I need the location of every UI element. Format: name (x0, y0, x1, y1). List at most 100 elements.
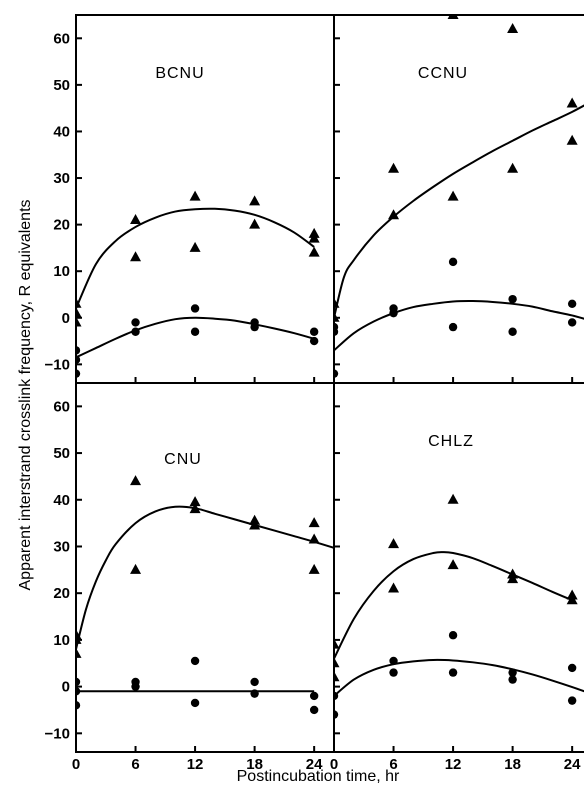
triangle-marker (308, 563, 320, 574)
triangle-marker (308, 232, 320, 243)
circle-marker (131, 327, 140, 336)
x-tick-label: 24 (564, 756, 581, 773)
circle-marker (508, 675, 517, 684)
circle-marker (334, 710, 339, 719)
circle-marker (448, 668, 458, 677)
y-tick-label: 50 (53, 77, 70, 94)
circle-marker (334, 691, 339, 701)
circle-marker (76, 701, 81, 710)
circle-marker (76, 687, 81, 696)
x-tick-label: 0 (330, 756, 338, 773)
circle-marker (508, 327, 517, 336)
panel-title: CNU (164, 451, 202, 468)
circle-marker (508, 668, 517, 677)
triangle-marker (308, 517, 320, 528)
triangle-marker (447, 559, 459, 570)
triangle-marker (249, 195, 261, 206)
x-axis-title: Postincubation time, hr (237, 768, 400, 785)
triangle-marker (334, 297, 340, 308)
circle-marker (309, 705, 319, 715)
triangle-marker (189, 496, 201, 507)
circle-marker (508, 294, 517, 304)
x-tick-label: 0 (72, 756, 80, 773)
circle-marker (76, 369, 81, 378)
panel-frame (333, 382, 584, 753)
circle-marker (250, 322, 259, 332)
triangle-marker (388, 538, 400, 549)
triangle-marker (334, 671, 340, 682)
triangle-fit-line (334, 104, 584, 319)
circle-marker (334, 369, 339, 378)
circle-marker (76, 677, 81, 687)
circle-marker (567, 318, 577, 327)
triangle-marker (249, 519, 261, 530)
triangle-marker (566, 594, 578, 605)
circle-marker (250, 689, 259, 698)
circle-marker (309, 336, 319, 346)
circle-marker (448, 322, 458, 332)
y-tick-label: 30 (53, 538, 70, 555)
triangle-fit-line (76, 505, 334, 650)
triangle-marker (447, 190, 459, 201)
circle-marker (76, 355, 81, 364)
circle-marker (190, 327, 200, 336)
y-tick-label: −10 (45, 725, 70, 742)
panel-title: BCNU (155, 65, 204, 82)
triangle-marker (130, 213, 142, 224)
y-tick-label: −10 (45, 356, 70, 373)
triangle-marker (566, 134, 578, 145)
triangle-marker (507, 162, 519, 173)
panel-frame (75, 14, 335, 384)
triangle-marker (334, 638, 340, 649)
triangle-marker (308, 533, 320, 544)
y-tick-label: 0 (62, 679, 70, 696)
triangle-fit-line (334, 551, 573, 660)
panel-title: CHLZ (428, 433, 474, 450)
triangle-marker (76, 297, 82, 308)
panel-frame (75, 382, 335, 753)
triangle-marker (76, 647, 82, 658)
circle-marker (448, 631, 458, 640)
x-tick-label: 18 (504, 756, 521, 773)
triangle-marker (388, 209, 400, 220)
circle-marker (389, 308, 398, 318)
y-tick-label: 40 (53, 123, 70, 140)
circle-marker (389, 668, 398, 677)
y-tick-label: 20 (53, 585, 70, 602)
triangle-marker (189, 503, 201, 514)
y-tick-label: 60 (53, 398, 70, 415)
triangle-fit-line (76, 207, 315, 309)
panel-cnu (76, 475, 334, 715)
triangle-marker (566, 97, 578, 108)
y-tick-label: 40 (53, 492, 70, 509)
y-tick-label: 60 (53, 30, 70, 47)
triangle-marker (76, 316, 82, 327)
y-tick-label: 30 (53, 170, 70, 187)
circle-marker (567, 696, 577, 705)
triangle-marker (507, 22, 519, 33)
y-tick-label: 10 (53, 632, 70, 649)
circle-marker (448, 257, 458, 267)
circle-marker (567, 299, 577, 309)
y-tick-label: 20 (53, 217, 70, 234)
triangle-marker (76, 307, 82, 318)
triangle-marker (334, 657, 340, 668)
circle-marker (334, 327, 339, 336)
triangle-marker (130, 251, 142, 262)
panel-bcnu (76, 190, 320, 378)
triangle-marker (130, 475, 142, 486)
x-tick-label: 18 (246, 756, 263, 773)
triangle-marker (308, 246, 320, 257)
circle-marker (309, 691, 319, 701)
x-tick-label: 6 (131, 756, 139, 773)
circle-marker (190, 698, 200, 708)
circle-marker (76, 346, 81, 355)
circle-marker (250, 677, 259, 687)
triangle-marker (447, 493, 459, 504)
y-tick-label: 10 (53, 263, 70, 280)
circle-fit-line (334, 299, 584, 352)
triangle-marker (189, 241, 201, 252)
circle-marker (389, 656, 398, 666)
